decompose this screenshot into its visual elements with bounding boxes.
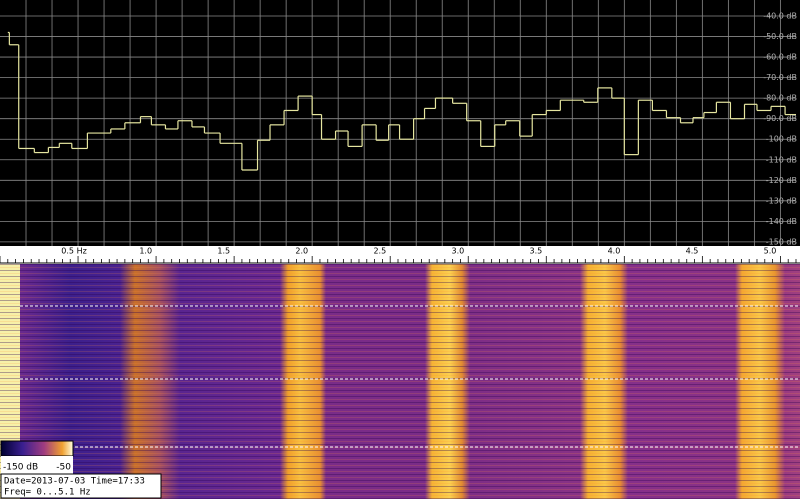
y-tick-label: -70.0 dB [763, 73, 797, 82]
colorbar-label: -50 [56, 463, 71, 473]
x-tick-label: 4.0 [608, 247, 621, 256]
y-tick-label: -110 dB [766, 155, 797, 164]
x-tick-label: 3.5 [530, 247, 543, 256]
y-tick-label: -140 dB [766, 217, 797, 226]
ruler-background [0, 246, 800, 264]
y-tick-label: -130 dB [766, 196, 797, 205]
y-tick-label: -120 dB [766, 176, 797, 185]
x-tick-label: 3.0 [452, 247, 465, 256]
colorbar-label-bg [1, 456, 73, 474]
x-tick-label: 4.5 [686, 247, 699, 256]
y-tick-label: -150 dB [766, 237, 797, 246]
x-tick-label: 1.0 [139, 247, 152, 256]
y-tick-label: -50.0 dB [763, 32, 797, 41]
y-tick-label: -100 dB [766, 135, 797, 144]
y-tick-label: -60.0 dB [763, 53, 797, 62]
y-tick-label: -80.0 dB [763, 94, 797, 103]
x-tick-label: 2.0 [295, 247, 308, 256]
colorbar [0, 440, 74, 457]
info-line: Freq= 0...5.1 Hz [4, 488, 91, 498]
y-tick-label: -90.0 dB [763, 114, 797, 123]
x-tick-label: 5.0 [764, 247, 777, 256]
x-tick-label: 1.5 [217, 247, 230, 256]
y-tick-label: -40.0 dB [763, 12, 797, 21]
x-tick-label: 0.5 Hz [61, 247, 86, 256]
colorbar-label: -150 dB [3, 463, 38, 473]
info-line: Date=2013-07-03 Time=17:33 [4, 477, 145, 487]
waterfall [0, 264, 800, 499]
info-box [0, 473, 162, 499]
x-tick-label: 2.5 [373, 247, 386, 256]
